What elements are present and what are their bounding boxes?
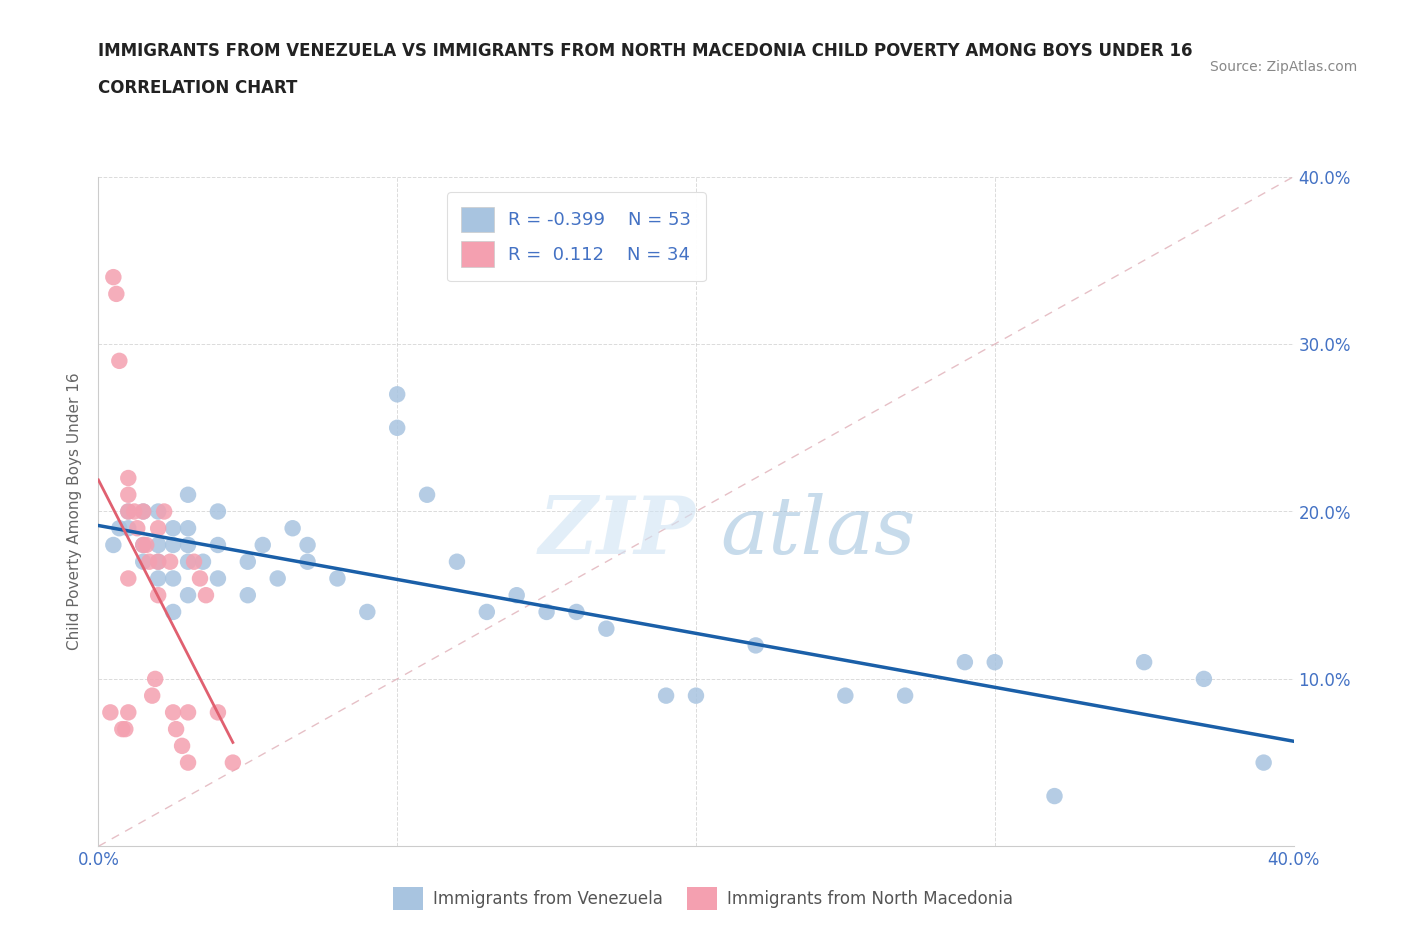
Point xyxy=(108,521,131,536)
Point xyxy=(207,571,229,586)
Point xyxy=(326,571,349,586)
Point xyxy=(177,538,200,552)
Point xyxy=(416,487,439,502)
Point xyxy=(148,571,170,586)
Point xyxy=(207,504,229,519)
Point xyxy=(127,521,149,536)
Point xyxy=(177,521,200,536)
Point xyxy=(148,521,170,536)
Text: atlas: atlas xyxy=(720,493,915,570)
Point xyxy=(177,755,200,770)
Point xyxy=(595,621,617,636)
Point xyxy=(236,588,259,603)
Point xyxy=(132,538,155,552)
Point xyxy=(894,688,917,703)
Point xyxy=(148,554,170,569)
Legend: Immigrants from Venezuela, Immigrants from North Macedonia: Immigrants from Venezuela, Immigrants fr… xyxy=(385,880,1021,917)
Point xyxy=(117,571,139,586)
Point xyxy=(183,554,205,569)
Point xyxy=(536,604,558,619)
Text: CORRELATION CHART: CORRELATION CHART xyxy=(98,79,298,97)
Text: ZIP: ZIP xyxy=(538,493,696,570)
Text: IMMIGRANTS FROM VENEZUELA VS IMMIGRANTS FROM NORTH MACEDONIA CHILD POVERTY AMONG: IMMIGRANTS FROM VENEZUELA VS IMMIGRANTS … xyxy=(98,42,1192,60)
Point xyxy=(1253,755,1275,770)
Point xyxy=(191,554,214,569)
Point xyxy=(236,554,259,569)
Point xyxy=(117,504,139,519)
Point xyxy=(177,705,200,720)
Point xyxy=(1192,671,1215,686)
Point xyxy=(103,270,125,285)
Point xyxy=(207,538,229,552)
Point xyxy=(162,521,184,536)
Point xyxy=(132,504,155,519)
Point xyxy=(111,722,134,737)
Point xyxy=(655,688,678,703)
Point xyxy=(297,554,319,569)
Point xyxy=(132,554,155,569)
Point xyxy=(475,604,498,619)
Point xyxy=(132,538,155,552)
Point xyxy=(132,504,155,519)
Point xyxy=(745,638,768,653)
Point xyxy=(188,571,211,586)
Point xyxy=(281,521,304,536)
Point xyxy=(177,554,200,569)
Point xyxy=(385,387,409,402)
Point xyxy=(153,504,176,519)
Point xyxy=(162,538,184,552)
Point xyxy=(177,588,200,603)
Point xyxy=(117,504,139,519)
Y-axis label: Child Poverty Among Boys Under 16: Child Poverty Among Boys Under 16 xyxy=(67,373,83,650)
Point xyxy=(100,705,122,720)
Point xyxy=(117,521,139,536)
Point xyxy=(267,571,290,586)
Point xyxy=(385,420,409,435)
Point xyxy=(114,722,136,737)
Point xyxy=(141,688,163,703)
Text: Source: ZipAtlas.com: Source: ZipAtlas.com xyxy=(1209,60,1357,74)
Point xyxy=(117,487,139,502)
Point xyxy=(135,538,157,552)
Point xyxy=(222,755,245,770)
Point xyxy=(165,722,187,737)
Point xyxy=(685,688,707,703)
Point xyxy=(117,471,139,485)
Point xyxy=(143,671,166,686)
Point xyxy=(148,588,170,603)
Legend: R = -0.399    N = 53, R =  0.112    N = 34: R = -0.399 N = 53, R = 0.112 N = 34 xyxy=(447,193,706,282)
Point xyxy=(207,705,229,720)
Point xyxy=(162,571,184,586)
Point xyxy=(252,538,274,552)
Point xyxy=(162,604,184,619)
Point xyxy=(565,604,588,619)
Point xyxy=(446,554,468,569)
Point xyxy=(953,655,976,670)
Point xyxy=(506,588,529,603)
Point xyxy=(148,554,170,569)
Point xyxy=(124,504,146,519)
Point xyxy=(984,655,1007,670)
Point xyxy=(834,688,856,703)
Point xyxy=(1043,789,1066,804)
Point xyxy=(148,538,170,552)
Point xyxy=(148,504,170,519)
Point xyxy=(356,604,378,619)
Point xyxy=(162,705,184,720)
Point xyxy=(177,487,200,502)
Point xyxy=(103,538,125,552)
Point xyxy=(297,538,319,552)
Point xyxy=(172,738,194,753)
Point xyxy=(1133,655,1156,670)
Point xyxy=(138,554,160,569)
Point xyxy=(195,588,218,603)
Point xyxy=(108,353,131,368)
Point xyxy=(105,286,128,301)
Point xyxy=(159,554,181,569)
Point xyxy=(117,705,139,720)
